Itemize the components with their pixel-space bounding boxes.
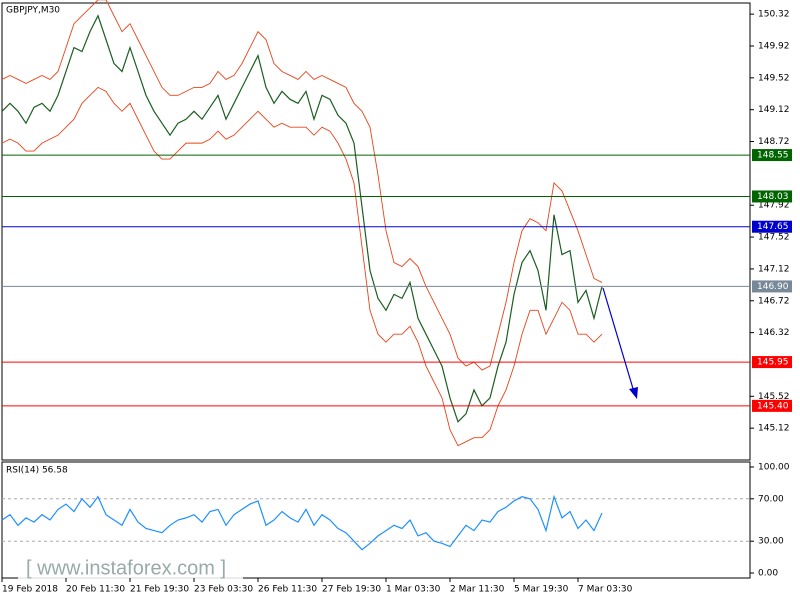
level-label: 148.03 <box>757 192 789 202</box>
watermark: [ www.instaforex.com ] <box>26 557 226 579</box>
series-line <box>1 86 603 447</box>
x-tick-label: 27 Feb 19:30 <box>322 585 381 595</box>
y-tick-label: 145.12 <box>758 424 790 434</box>
series-line <box>1 494 603 551</box>
level-label-bg <box>752 280 792 293</box>
y-tick-label: 146.72 <box>758 296 790 306</box>
level-label-bg <box>752 149 792 162</box>
price-pane <box>1 2 751 461</box>
x-tick-label: 1 Mar 03:30 <box>386 585 441 595</box>
y-tick-label: 149.12 <box>758 105 790 115</box>
y-tick-label: 149.52 <box>758 73 790 83</box>
forecast-arrow <box>602 287 638 399</box>
x-tick-label: 20 Feb 11:30 <box>66 585 125 595</box>
level-label: 145.40 <box>757 401 789 411</box>
level-label-bg <box>752 356 792 369</box>
y-tick-label: 0.00 <box>758 569 778 579</box>
series-line <box>1 14 603 423</box>
y-tick-label: 147.92 <box>758 201 790 211</box>
chart-title: GBPJPY,M30 <box>6 6 60 16</box>
level-label: 146.90 <box>757 282 789 292</box>
level-label-bg <box>752 220 792 233</box>
series-line <box>1 0 603 371</box>
y-tick-label: 30.00 <box>758 537 784 547</box>
y-tick-label: 145.52 <box>758 392 790 402</box>
x-tick-label: 26 Feb 11:30 <box>258 585 317 595</box>
y-tick-label: 148.72 <box>758 137 790 147</box>
y-tick-label: 150.32 <box>758 10 790 20</box>
x-tick-label: 7 Mar 03:30 <box>578 585 633 595</box>
y-tick-label: 100.00 <box>758 462 790 472</box>
level-label: 145.95 <box>757 358 789 368</box>
x-tick-label: 21 Feb 19:30 <box>130 585 189 595</box>
level-label-bg <box>752 190 792 203</box>
y-tick-label: 70.00 <box>758 494 784 504</box>
watermark-box <box>18 555 243 581</box>
x-tick-label: 2 Mar 11:30 <box>450 585 505 595</box>
y-tick-label: 149.92 <box>758 41 790 51</box>
level-label-bg <box>752 399 792 412</box>
x-tick-label: 23 Feb 03:30 <box>194 585 253 595</box>
level-label: 148.55 <box>757 151 789 161</box>
y-tick-label: 146.32 <box>758 328 790 338</box>
level-label: 147.65 <box>757 222 789 232</box>
y-tick-label: 147.52 <box>758 233 790 243</box>
y-tick-label: 147.12 <box>758 264 790 274</box>
x-tick-label: 5 Mar 19:30 <box>514 585 569 595</box>
x-tick-label: 19 Feb 2018 <box>2 585 58 595</box>
rsi-title: RSI(14) 56.58 <box>6 466 68 476</box>
